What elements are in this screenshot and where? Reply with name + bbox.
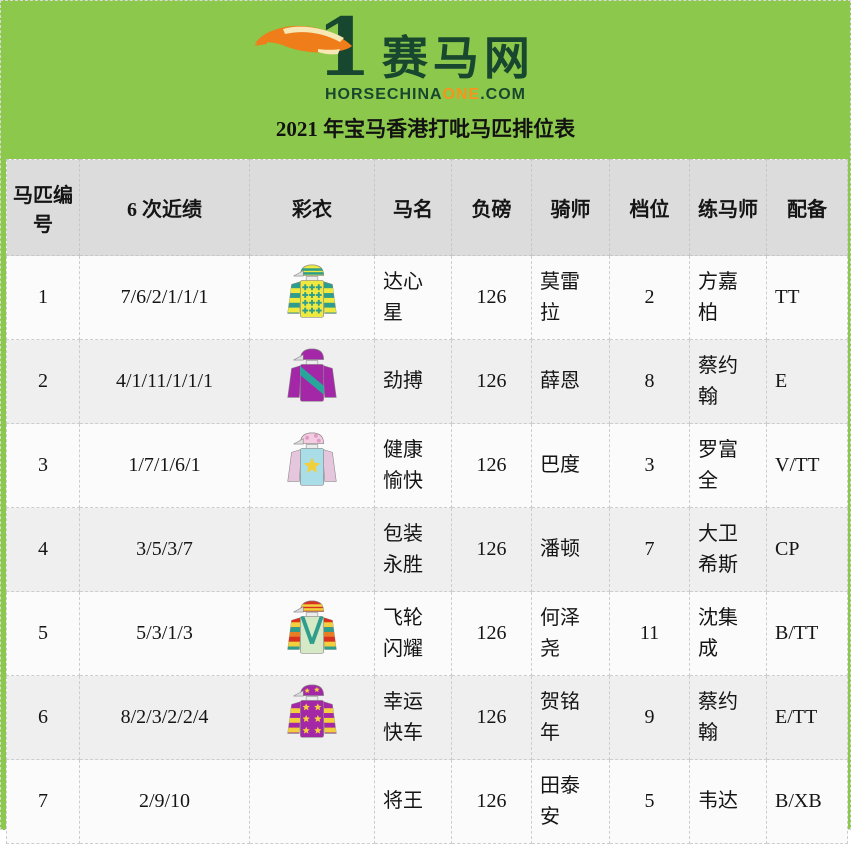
jockey-link[interactable]: 潘顿 bbox=[531, 507, 610, 592]
col-header-jockey: 骑师 bbox=[531, 159, 610, 256]
gear-cell: B/TT bbox=[766, 591, 848, 676]
gear-cell: TT bbox=[766, 255, 848, 340]
gate-cell: 7 bbox=[609, 507, 690, 592]
horse-ranking-table: 马匹编号 6 次近绩 彩衣 马名 负磅 骑师 档位 练马师 配备 1 7/6/2/… bbox=[6, 159, 848, 844]
recent-record-cell: 4/1/11/1/1/1 bbox=[79, 339, 250, 424]
jockey-link[interactable]: 巴度 bbox=[531, 423, 610, 508]
gear-cell: B/XB bbox=[766, 759, 848, 844]
col-header-gate: 档位 bbox=[609, 159, 690, 256]
trainer-link[interactable]: 沈集成 bbox=[689, 591, 767, 676]
jockey-link[interactable]: 贺铭年 bbox=[531, 675, 610, 760]
recent-record-cell: 5/3/1/3 bbox=[79, 591, 250, 676]
col-header-recent-record: 6 次近绩 bbox=[79, 159, 250, 256]
recent-record-cell: 2/9/10 bbox=[79, 759, 250, 844]
trainer-link[interactable]: 韦达 bbox=[689, 759, 767, 844]
weight-cell: 126 bbox=[451, 675, 532, 760]
gate-cell: 3 bbox=[609, 423, 690, 508]
gate-cell: 8 bbox=[609, 339, 690, 424]
weight-cell: 126 bbox=[451, 339, 532, 424]
horse-name-link[interactable]: 幸运快车 bbox=[374, 675, 452, 760]
jockey-link[interactable]: 何泽尧 bbox=[531, 591, 610, 676]
trainer-link[interactable]: 大卫希斯 bbox=[689, 507, 767, 592]
trainer-link[interactable]: 蔡约翰 bbox=[689, 339, 767, 424]
jockey-silks-icon bbox=[280, 597, 344, 665]
domain-suffix: .COM bbox=[480, 86, 526, 103]
horse-logo-icon bbox=[254, 26, 353, 55]
table-row: 2 4/1/11/1/1/1 劲搏 126 薛恩 8 蔡约翰 E bbox=[6, 339, 848, 424]
horse-name-link[interactable]: 飞轮闪耀 bbox=[374, 591, 452, 676]
table-row: 3 1/7/1/6/1 健康愉快 126 巴度 3 罗富全 V/TT bbox=[6, 423, 848, 508]
silks-cell bbox=[249, 255, 375, 340]
jockey-silks-icon bbox=[280, 261, 344, 329]
col-header-silks: 彩衣 bbox=[249, 159, 375, 256]
gear-cell: E/TT bbox=[766, 675, 848, 760]
recent-record-cell: 1/7/1/6/1 bbox=[79, 423, 250, 508]
horse-number-cell: 5 bbox=[6, 591, 80, 676]
horse-number-cell: 6 bbox=[6, 675, 80, 760]
recent-record-cell: 7/6/2/1/1/1 bbox=[79, 255, 250, 340]
trainer-link[interactable]: 方嘉柏 bbox=[689, 255, 767, 340]
logo[interactable]: 1 赛马网 bbox=[6, 1, 845, 87]
horse-name-link[interactable]: 达心星 bbox=[374, 255, 452, 340]
jockey-link[interactable]: 田泰安 bbox=[531, 759, 610, 844]
silks-cell bbox=[249, 759, 375, 844]
jockey-silks-icon bbox=[280, 681, 344, 749]
col-header-gear: 配备 bbox=[766, 159, 848, 256]
jockey-silks-icon bbox=[280, 429, 344, 497]
silks-cell bbox=[249, 339, 375, 424]
domain-highlight: ONE bbox=[442, 86, 481, 103]
col-header-horse-name: 马名 bbox=[374, 159, 452, 256]
horse-name-link[interactable]: 健康愉快 bbox=[374, 423, 452, 508]
site-header: 1 赛马网 HORSECHINAONE.COM 2021 年宝马香港打吡马匹排位… bbox=[6, 1, 845, 159]
table-row: 7 2/9/10 将王 126 田泰安 5 韦达 B/XB bbox=[6, 759, 848, 844]
col-header-trainer: 练马师 bbox=[689, 159, 767, 256]
col-header-horse-number: 马匹编号 bbox=[6, 159, 80, 256]
page-title: 2021 年宝马香港打吡马匹排位表 bbox=[275, 117, 576, 141]
recent-record-cell: 8/2/3/2/2/4 bbox=[79, 675, 250, 760]
horse-number-cell: 2 bbox=[6, 339, 80, 424]
table-header-row: 马匹编号 6 次近绩 彩衣 马名 负磅 骑师 档位 练马师 配备 bbox=[6, 159, 848, 256]
jockey-link[interactable]: 薛恩 bbox=[531, 339, 610, 424]
jockey-silks-icon bbox=[280, 345, 344, 413]
table-row: 6 8/2/3/2/2/4 幸运快车 126 贺铭年 9 蔡约翰 E/TT bbox=[6, 675, 848, 760]
silks-cell bbox=[249, 507, 375, 592]
trainer-link[interactable]: 罗富全 bbox=[689, 423, 767, 508]
site-domain[interactable]: HORSECHINAONE.COM bbox=[6, 86, 845, 104]
gear-cell: V/TT bbox=[766, 423, 848, 508]
weight-cell: 126 bbox=[451, 759, 532, 844]
weight-cell: 126 bbox=[451, 255, 532, 340]
col-header-weight: 负磅 bbox=[451, 159, 532, 256]
table-body: 1 7/6/2/1/1/1 达心星 126 莫雷拉 2 方嘉柏 TT 2 4/1/11/1/1/… bbox=[6, 255, 848, 844]
table-row: 4 3/5/3/7 包装永胜 126 潘顿 7 大卫希斯 CP bbox=[6, 507, 848, 592]
horse-name-link[interactable]: 将王 bbox=[374, 759, 452, 844]
logo-number-wrap: 1 bbox=[254, 8, 372, 87]
horse-name-link[interactable]: 劲搏 bbox=[374, 339, 452, 424]
horse-number-cell: 4 bbox=[6, 507, 80, 592]
weight-cell: 126 bbox=[451, 591, 532, 676]
weight-cell: 126 bbox=[451, 423, 532, 508]
table-row: 1 7/6/2/1/1/1 达心星 126 莫雷拉 2 方嘉柏 TT bbox=[6, 255, 848, 340]
gate-cell: 5 bbox=[609, 759, 690, 844]
logo-text: 赛马网 bbox=[381, 32, 535, 84]
silks-cell bbox=[249, 591, 375, 676]
horse-name-link[interactable]: 包装永胜 bbox=[374, 507, 452, 592]
weight-cell: 126 bbox=[451, 507, 532, 592]
trainer-link[interactable]: 蔡约翰 bbox=[689, 675, 767, 760]
gear-cell: E bbox=[766, 339, 848, 424]
jockey-link[interactable]: 莫雷拉 bbox=[531, 255, 610, 340]
horse-number-cell: 1 bbox=[6, 255, 80, 340]
gate-cell: 2 bbox=[609, 255, 690, 340]
horse-number-cell: 7 bbox=[6, 759, 80, 844]
domain-prefix: HORSECHINA bbox=[324, 86, 443, 103]
horse-number-cell: 3 bbox=[6, 423, 80, 508]
gear-cell: CP bbox=[766, 507, 848, 592]
silks-cell bbox=[249, 423, 375, 508]
recent-record-cell: 3/5/3/7 bbox=[79, 507, 250, 592]
gate-cell: 9 bbox=[609, 675, 690, 760]
silks-cell bbox=[249, 675, 375, 760]
table-row: 5 5/3/1/3 飞轮闪耀 126 何泽尧 11 沈集成 B/TT bbox=[6, 591, 848, 676]
gate-cell: 11 bbox=[609, 591, 690, 676]
